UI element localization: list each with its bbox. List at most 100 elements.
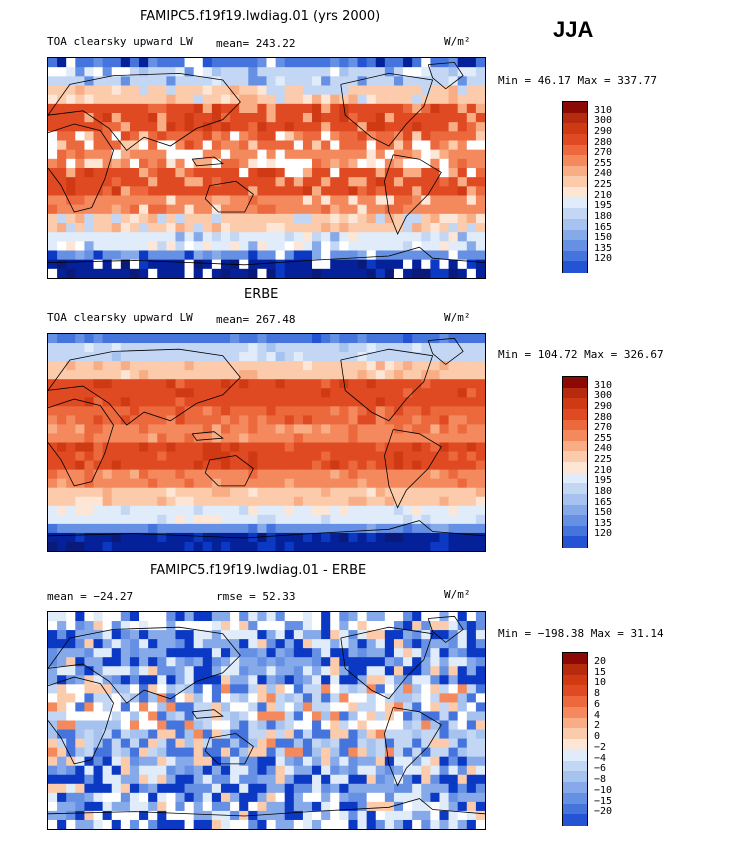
map-cell [457, 639, 468, 649]
map-cell [120, 204, 131, 215]
map-cell [357, 268, 368, 278]
map-cell [84, 140, 95, 151]
map-cell [312, 352, 322, 362]
map-cell [457, 223, 468, 233]
map-cell [248, 693, 258, 704]
map-cell [375, 370, 386, 380]
map-cell [220, 657, 231, 667]
colorbar-segment [563, 771, 587, 783]
map-cell [48, 352, 58, 362]
map-cell [111, 675, 122, 685]
map-cell [193, 103, 204, 114]
coastline [204, 733, 254, 765]
map-cell [184, 819, 195, 829]
map-cell [148, 334, 158, 344]
map-cell [57, 451, 67, 462]
map-cell [48, 76, 58, 87]
map-cell [393, 213, 404, 224]
colorbar-segment [563, 504, 587, 516]
map-cell [393, 232, 404, 242]
map-cell [211, 478, 222, 489]
map-cell [293, 433, 304, 444]
map-cell [266, 693, 277, 704]
colorbar-tick-label: 120 [594, 253, 613, 265]
map-cell [421, 451, 431, 462]
map-cell [166, 532, 177, 543]
map-cell [257, 204, 268, 215]
map-cell [102, 765, 113, 776]
map-cell [448, 451, 459, 462]
map-cell [211, 514, 222, 525]
map-cell [366, 94, 377, 105]
map-cell [57, 702, 67, 713]
map-cell [66, 204, 76, 215]
colorbar-tick-label: 225 [594, 454, 613, 465]
map-cell [302, 469, 313, 480]
map-cell [466, 487, 477, 498]
map-cell [466, 433, 477, 444]
map-cell [275, 140, 286, 151]
map-cell [348, 186, 359, 197]
panel3-difference-map [47, 611, 486, 830]
map-cell [448, 819, 459, 829]
map-cell [457, 186, 468, 197]
map-cell [430, 370, 441, 380]
map-cell [275, 684, 286, 694]
map-cell [475, 388, 485, 398]
map-cell [211, 442, 222, 453]
map-cell [211, 702, 222, 713]
colorbar-segment [563, 792, 587, 804]
map-cell [330, 460, 340, 471]
map-cell [220, 352, 231, 362]
map-cell [157, 702, 167, 713]
map-cell [139, 666, 149, 676]
map-cell [193, 720, 204, 731]
map-cell [48, 361, 58, 371]
map-cell [475, 415, 485, 426]
map-cell [293, 232, 304, 242]
map-cell [220, 131, 231, 142]
map-cell [248, 223, 258, 233]
map-cell [75, 113, 86, 123]
map-cell [302, 765, 313, 776]
map-cell [120, 158, 131, 169]
map-cell [257, 131, 268, 142]
map-cell [93, 177, 104, 187]
map-cell [57, 720, 67, 731]
map-cell [412, 268, 422, 278]
map-cell [302, 85, 313, 96]
map-cell [202, 168, 213, 178]
map-cell [148, 433, 158, 444]
map-cell [220, 451, 231, 462]
map-cell [84, 648, 95, 658]
map-cell [412, 532, 422, 543]
map-cell [129, 711, 140, 722]
map-cell [166, 639, 177, 649]
map-cell [275, 442, 286, 453]
map-cell [393, 122, 404, 132]
map-cell [57, 729, 67, 740]
map-cell [248, 204, 258, 215]
map-cell [202, 532, 213, 543]
map-cell [257, 684, 268, 694]
map-cell [348, 505, 359, 516]
map-cell [193, 343, 204, 353]
map-cell [266, 241, 277, 252]
map-cell [339, 113, 350, 123]
map-cell [384, 113, 395, 123]
map-cell [330, 621, 340, 631]
map-cell [239, 720, 249, 731]
map-cell [230, 232, 240, 242]
map-cell [384, 505, 395, 516]
map-cell [302, 720, 313, 731]
map-cell [257, 388, 268, 398]
map-cell [293, 122, 304, 132]
map-cell [111, 213, 122, 224]
map-cell [193, 424, 204, 435]
map-cell [148, 819, 158, 829]
map-cell [421, 241, 431, 252]
map-cell [293, 158, 304, 169]
map-cell [312, 379, 322, 389]
map-cell [211, 810, 222, 821]
map-cell [184, 729, 195, 740]
